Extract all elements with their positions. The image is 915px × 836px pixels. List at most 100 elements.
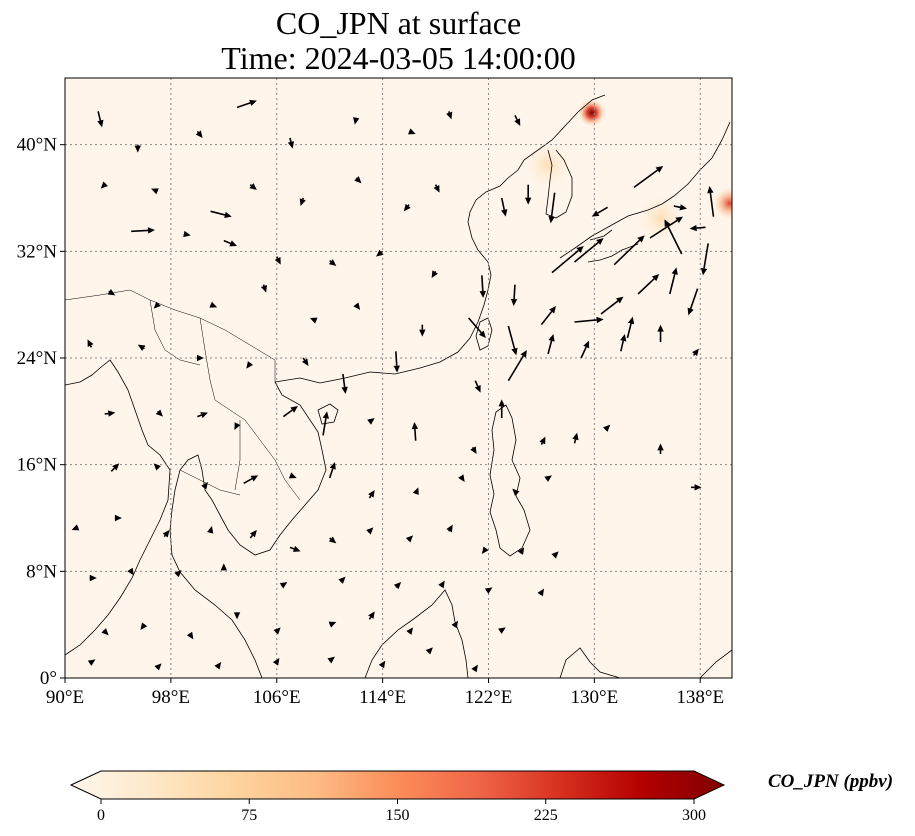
wind-vector	[338, 576, 346, 584]
wind-vector	[236, 99, 257, 109]
wind-vector	[368, 611, 375, 620]
wind-vector	[341, 373, 348, 394]
wind-vector	[131, 227, 155, 234]
wind-vector	[431, 270, 438, 278]
wind-vector	[419, 324, 426, 337]
wind-vector	[438, 580, 445, 589]
longitude-ticks: 90°E 98°E 106°E 114°E 122°E 130°E 138°E	[46, 678, 724, 708]
wind-vector	[687, 288, 699, 316]
wind-vector	[626, 316, 635, 339]
wind-vector	[580, 340, 590, 359]
concentration-hotspot	[713, 187, 732, 220]
coastline-china	[274, 94, 606, 384]
wind-vector	[353, 117, 360, 125]
latitude-ticks: 0° 8°N 16°N 24°N 32°N 40°N	[17, 135, 65, 689]
coastline-hainan	[317, 403, 339, 425]
lat-tick-label: 24°N	[17, 348, 58, 369]
wind-vector	[484, 587, 493, 594]
wind-vector	[154, 663, 162, 671]
wind-vector	[403, 203, 411, 212]
wind-vector	[114, 514, 122, 522]
wind-vector	[110, 463, 120, 472]
lon-tick-label: 138°E	[676, 687, 724, 708]
wind-vector	[498, 399, 505, 418]
wind-vector	[328, 621, 337, 628]
wind-vector	[207, 526, 214, 534]
wind-vector	[196, 354, 204, 362]
wind-vector	[500, 197, 508, 217]
coastline-borneo	[364, 589, 469, 678]
country-borders	[65, 289, 301, 501]
map-frame	[64, 77, 733, 679]
wind-vector	[195, 130, 203, 138]
wind-vector	[366, 527, 374, 535]
wind-vector	[572, 432, 579, 444]
wind-vector	[246, 361, 254, 369]
wind-vectors	[71, 99, 715, 673]
wind-vector	[272, 658, 280, 666]
wind-vector	[209, 301, 218, 308]
wind-vector	[689, 224, 706, 232]
wind-vector	[498, 627, 506, 634]
map-subtitle-time: Time: 2024-03-05 14:00:00	[221, 40, 576, 76]
wind-vector	[140, 622, 148, 630]
gridlines	[65, 78, 732, 678]
wind-vector	[537, 588, 545, 597]
concentration-hotspot	[526, 142, 571, 187]
colorbar-tick-label: 150	[386, 807, 410, 824]
wind-vector	[289, 545, 301, 552]
wind-vector	[451, 620, 459, 629]
wind-vector	[153, 301, 161, 309]
wind-vector	[353, 302, 361, 310]
wind-vector	[322, 411, 330, 436]
wind-vector	[551, 551, 559, 559]
colorbar-tick-label: 0	[97, 807, 105, 824]
wind-vector	[393, 351, 400, 373]
wind-vector	[328, 462, 336, 479]
wind-vector	[223, 239, 238, 247]
wind-vector	[574, 238, 604, 263]
wind-vector	[354, 176, 362, 184]
wind-vector	[127, 567, 134, 576]
wind-vector	[481, 546, 489, 554]
wind-vector	[474, 380, 481, 393]
wind-vector	[288, 472, 297, 479]
wind-vector	[87, 339, 94, 348]
wind-vector	[547, 334, 555, 355]
coastline-korea	[545, 149, 573, 219]
wind-vector	[234, 422, 241, 430]
wind-vector	[512, 488, 520, 496]
wind-vector	[507, 325, 518, 356]
colorbar-tick-label: 225	[534, 807, 558, 824]
wind-vector	[249, 530, 257, 539]
wind-vector	[104, 410, 116, 417]
wind-vector	[412, 487, 419, 496]
wind-vector	[425, 647, 433, 655]
wind-vector	[517, 547, 525, 555]
wind-vector	[71, 524, 80, 531]
colorbar: 0 75 150 225 300	[69, 770, 726, 824]
wind-vector	[376, 249, 384, 257]
wind-vector	[633, 166, 664, 188]
wind-vector	[220, 563, 228, 571]
wind-vector	[97, 111, 104, 128]
concentration-hotspot	[577, 98, 606, 127]
lat-tick-label: 16°N	[17, 455, 58, 476]
lon-tick-label: 106°E	[253, 687, 301, 708]
wind-vector	[551, 246, 584, 274]
wind-vector	[603, 424, 611, 432]
wind-vector	[446, 524, 453, 533]
wind-vector	[411, 422, 419, 441]
lon-tick-label: 114°E	[359, 687, 406, 708]
wind-vector	[408, 128, 416, 135]
coastline-philippines	[489, 404, 531, 557]
wind-vector	[249, 183, 257, 190]
wind-vector	[101, 628, 109, 636]
wind-vector	[107, 288, 116, 296]
wind-vector	[89, 574, 97, 582]
wind-vector	[153, 463, 161, 471]
wind-vector	[243, 475, 259, 485]
wind-vector	[299, 197, 306, 206]
lon-tick-label: 130°E	[571, 687, 619, 708]
